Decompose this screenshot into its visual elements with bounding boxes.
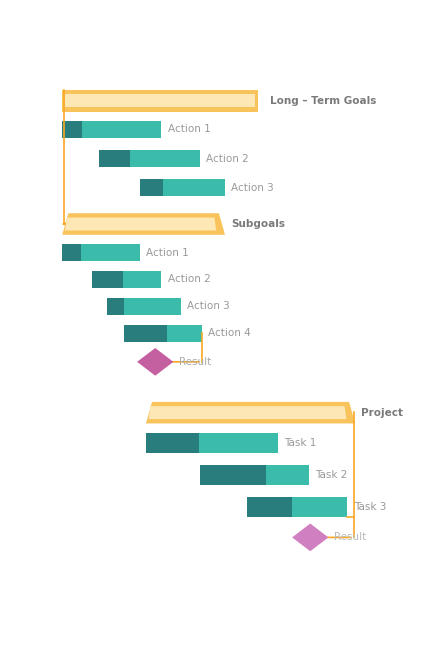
Text: Action 4: Action 4 bbox=[208, 328, 251, 338]
Bar bbox=[124, 325, 202, 342]
Polygon shape bbox=[292, 524, 328, 551]
Bar bbox=[247, 497, 347, 517]
Bar bbox=[92, 271, 161, 288]
Bar bbox=[124, 325, 167, 342]
Polygon shape bbox=[62, 213, 225, 235]
Bar bbox=[140, 179, 225, 196]
Bar bbox=[247, 497, 292, 517]
Bar bbox=[140, 179, 163, 196]
Bar bbox=[146, 433, 199, 453]
Bar bbox=[62, 121, 161, 138]
Text: Long – Term Goals: Long – Term Goals bbox=[270, 95, 376, 106]
Text: Action 3: Action 3 bbox=[231, 183, 274, 193]
Text: Action 3: Action 3 bbox=[187, 301, 230, 311]
Polygon shape bbox=[65, 94, 255, 107]
Bar bbox=[62, 121, 82, 138]
Text: Result: Result bbox=[179, 357, 211, 367]
Polygon shape bbox=[149, 406, 347, 419]
Text: Task 2: Task 2 bbox=[315, 470, 347, 480]
Bar bbox=[99, 150, 200, 167]
Text: Action 1: Action 1 bbox=[168, 124, 211, 134]
Bar bbox=[62, 244, 81, 261]
Text: Action 2: Action 2 bbox=[206, 154, 249, 164]
Polygon shape bbox=[62, 90, 258, 112]
Bar bbox=[146, 433, 278, 453]
Bar bbox=[107, 298, 124, 315]
Text: Action 2: Action 2 bbox=[168, 275, 211, 284]
Bar bbox=[62, 244, 140, 261]
Text: Task 3: Task 3 bbox=[354, 502, 386, 512]
Text: Task 1: Task 1 bbox=[284, 438, 316, 448]
Bar bbox=[92, 271, 123, 288]
Polygon shape bbox=[137, 348, 174, 375]
Text: Subgoals: Subgoals bbox=[231, 219, 285, 229]
Bar bbox=[99, 150, 130, 167]
Text: Result: Result bbox=[334, 532, 367, 542]
Polygon shape bbox=[146, 402, 355, 423]
Bar bbox=[200, 465, 309, 485]
Text: Action 1: Action 1 bbox=[146, 247, 189, 258]
Bar bbox=[200, 465, 266, 485]
Text: Project: Project bbox=[361, 407, 403, 418]
Polygon shape bbox=[65, 218, 216, 230]
Bar bbox=[107, 298, 181, 315]
